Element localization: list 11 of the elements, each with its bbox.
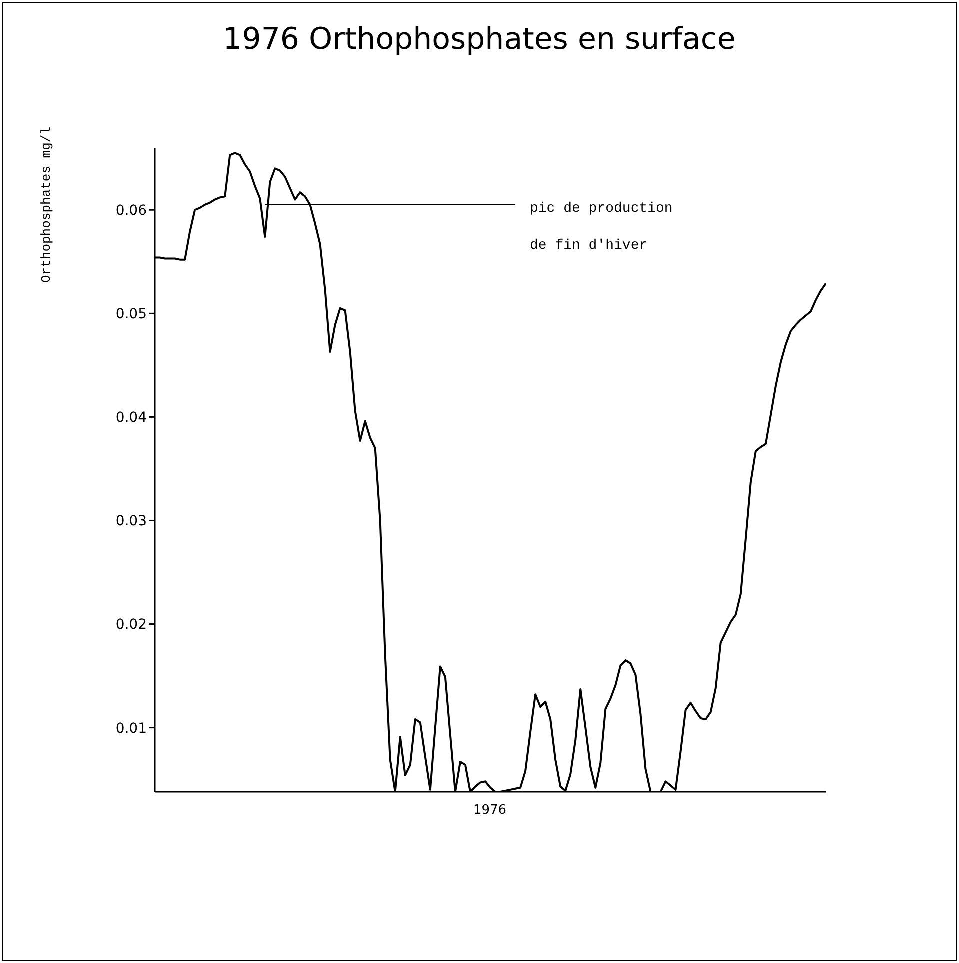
y-tick-label: 0.06 <box>116 203 148 220</box>
y-tick-label: 0.04 <box>116 410 148 426</box>
y-tick-label: 0.01 <box>116 720 147 737</box>
y-axis-title: Orthophosphates mg/l <box>39 126 54 284</box>
text: 1976 <box>473 803 507 818</box>
chart-title: 1976 Orthophosphates en surface <box>222 22 737 57</box>
y-tick-label: 0.05 <box>116 306 147 323</box>
text: pic de production de fin d'hiver <box>530 201 673 254</box>
line-series <box>154 152 827 792</box>
y-tick-label: 0.03 <box>116 514 147 530</box>
y-tick-label: 0.02 <box>116 617 147 634</box>
